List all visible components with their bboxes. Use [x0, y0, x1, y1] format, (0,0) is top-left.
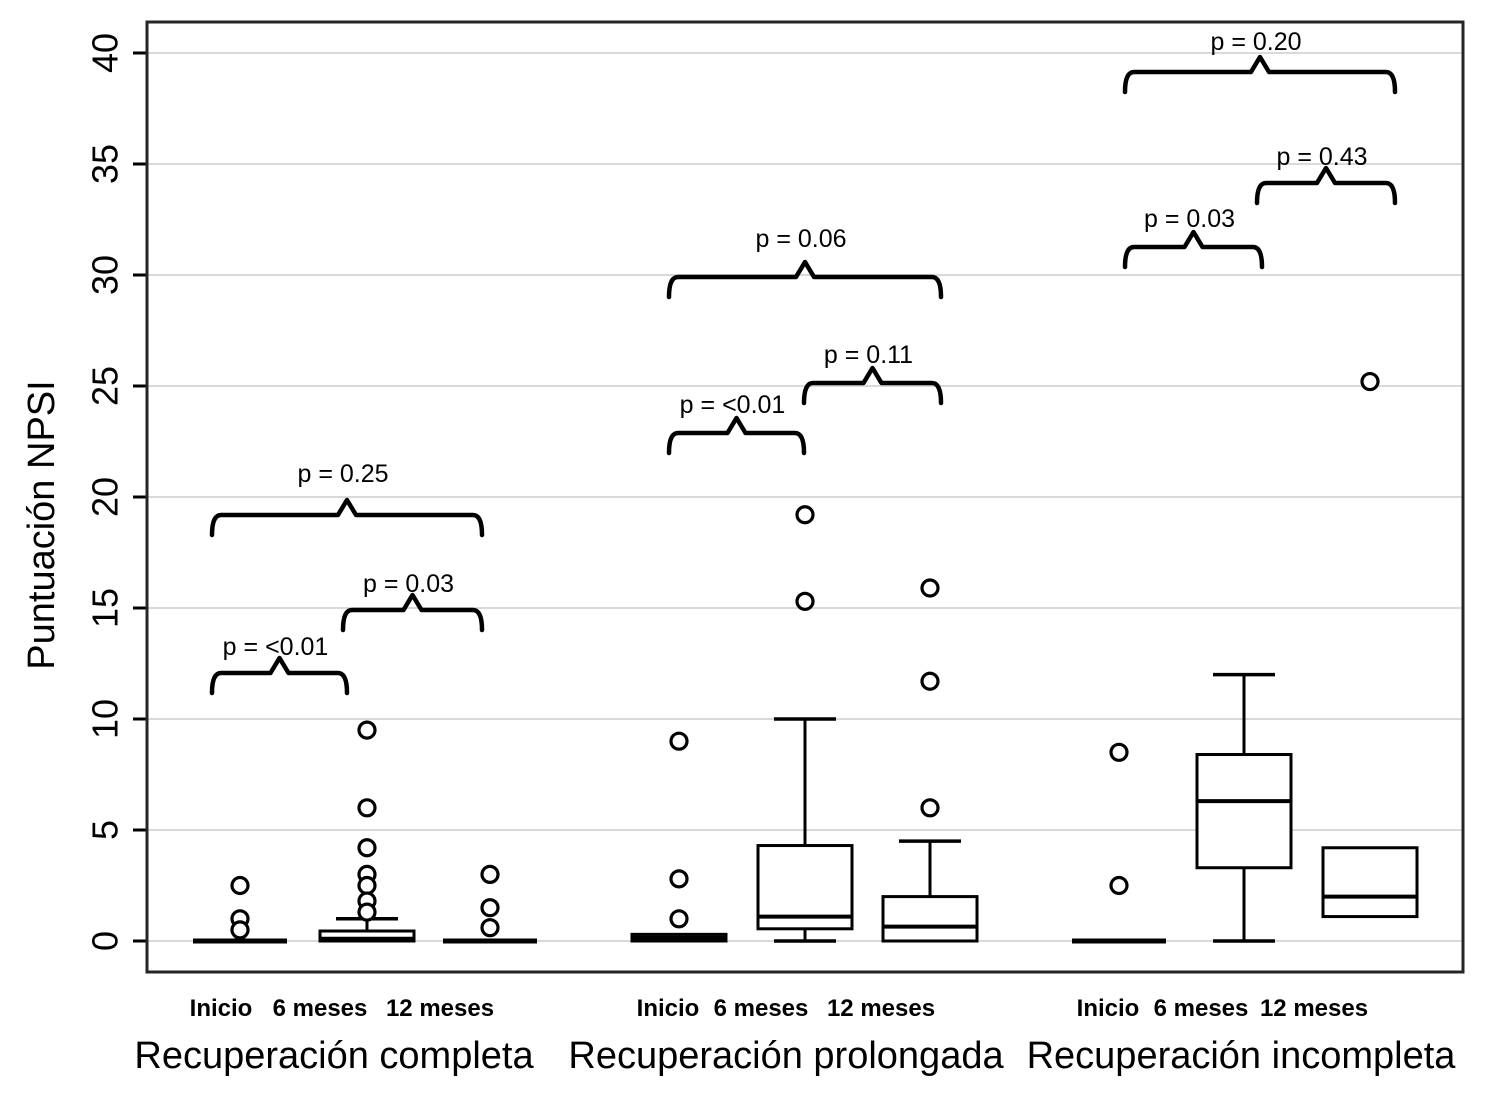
- outlier-point: [357, 798, 377, 818]
- significance-bracket: [666, 415, 807, 456]
- significance-bracket: [209, 655, 350, 696]
- outlier-point: [357, 838, 377, 858]
- iqr-box: [1321, 846, 1419, 919]
- y-tick-label: 25: [85, 366, 126, 406]
- boxplot-recuperación-completa-Inicio: [193, 875, 287, 944]
- group-label: Recuperación prolongada: [568, 1035, 1004, 1077]
- outlier-point: [669, 731, 689, 751]
- boxplot-recuperación-incompleta-12-meses: [1321, 371, 1419, 919]
- p-value-label: p = 0.03: [363, 570, 454, 598]
- p-value-label: p = 0.25: [297, 460, 388, 488]
- timepoint-label: 12 meses: [827, 995, 935, 1022]
- outlier-point: [480, 864, 500, 885]
- y-tick-label: 30: [85, 255, 126, 295]
- timepoint-label: 6 meses: [714, 995, 809, 1022]
- significance-bracket: [340, 592, 485, 633]
- y-tick-label: 15: [85, 588, 126, 628]
- significance-bracket: [1254, 165, 1398, 206]
- significance-bracket: [1122, 54, 1398, 95]
- timepoint-label: 12 meses: [1260, 995, 1368, 1022]
- significance-bracket: [1122, 229, 1265, 270]
- y-tick-label: 5: [85, 820, 126, 840]
- boxplot-recuperación-completa-12-meses: [443, 864, 537, 944]
- timepoint-label: Inicio: [637, 995, 700, 1022]
- outlier-point: [1109, 875, 1129, 896]
- p-value-label: p = 0.06: [755, 225, 846, 253]
- outlier-point: [920, 671, 940, 691]
- boxplot-recuperación-prolongada-Inicio: [630, 731, 728, 943]
- significance-bracket: [209, 497, 485, 538]
- outlier-point: [480, 898, 500, 918]
- significance-bracket: [801, 365, 944, 406]
- timepoint-label: 12 meses: [386, 995, 494, 1022]
- y-tick-label: 35: [85, 144, 126, 184]
- p-value-label: p = 0.03: [1144, 205, 1235, 233]
- iqr-box: [881, 895, 979, 943]
- plot-border: [145, 20, 1465, 974]
- boxplot-recuperación-prolongada-6-meses: [756, 505, 854, 943]
- group-label: Recuperación incompleta: [1027, 1035, 1457, 1077]
- y-tick-label: 20: [85, 477, 126, 517]
- p-value-label: p = 0.11: [824, 341, 913, 369]
- outlier-point: [795, 505, 815, 525]
- outlier-point: [1109, 742, 1129, 762]
- outlier-point: [920, 578, 940, 598]
- boxplot-recuperación-incompleta-Inicio: [1072, 742, 1166, 944]
- outlier-point: [230, 920, 250, 940]
- iqr-box: [318, 929, 416, 943]
- outlier-point: [357, 902, 377, 922]
- outlier-point: [480, 918, 500, 938]
- y-tick-label: 0: [85, 931, 126, 951]
- boxplot-recuperación-incompleta-6-meses: [1195, 672, 1293, 943]
- timepoint-label: 6 meses: [273, 995, 368, 1022]
- p-value-label: p = 0.43: [1276, 143, 1367, 171]
- outlier-point: [669, 909, 689, 929]
- p-value-label: p = <0.01: [223, 633, 329, 661]
- timepoint-label: Inicio: [1077, 995, 1140, 1022]
- outlier-point: [669, 869, 689, 889]
- significance-bracket: [666, 259, 944, 300]
- y-tick-label: 10: [85, 699, 126, 739]
- y-tick-label: 40: [85, 33, 126, 73]
- outlier-point: [1360, 371, 1380, 392]
- outlier-point: [795, 591, 815, 611]
- timepoint-label: Inicio: [190, 995, 253, 1022]
- y-axis-title: Puntuación NPSI: [21, 380, 63, 669]
- boxplot-recuperación-completa-6-meses: [318, 720, 416, 943]
- iqr-box: [1195, 753, 1293, 870]
- timepoint-label: 6 meses: [1154, 995, 1249, 1022]
- p-value-label: p = 0.20: [1210, 28, 1301, 56]
- outlier-point: [357, 720, 377, 740]
- group-label: Recuperación completa: [134, 1035, 534, 1077]
- p-value-label: p = <0.01: [680, 391, 786, 419]
- outlier-point: [357, 875, 377, 896]
- boxplot-recuperación-prolongada-12-meses: [881, 578, 979, 943]
- outlier-point: [920, 798, 940, 818]
- outlier-point: [230, 875, 250, 896]
